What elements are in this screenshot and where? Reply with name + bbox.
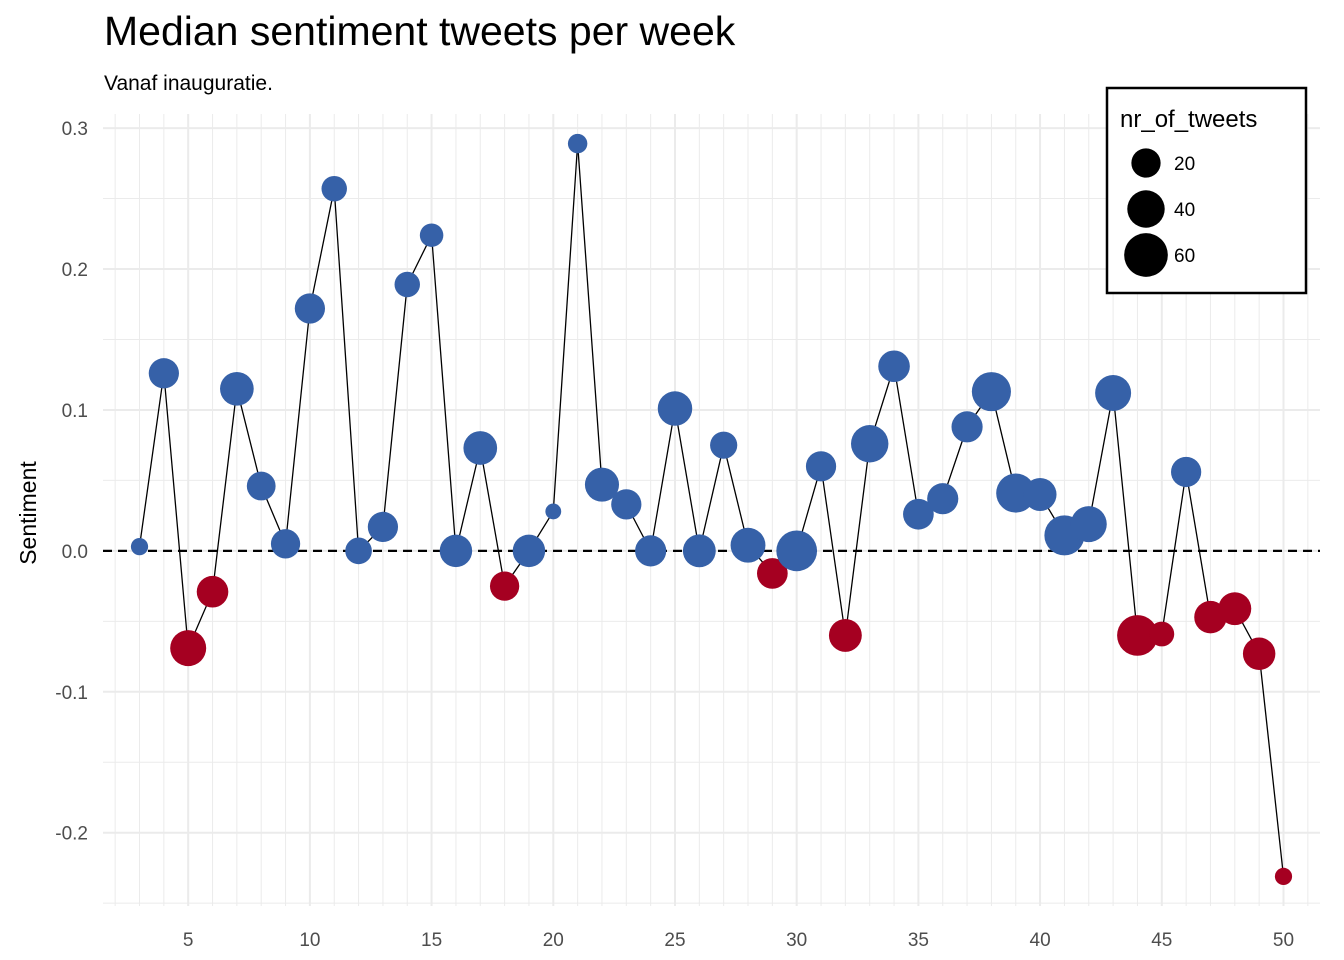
data-point bbox=[367, 511, 399, 543]
data-point bbox=[130, 538, 149, 556]
data-point bbox=[710, 431, 738, 459]
data-point bbox=[1095, 375, 1132, 412]
data-points bbox=[130, 133, 1293, 886]
data-point bbox=[1171, 456, 1202, 488]
legend-entry-label: 40 bbox=[1174, 200, 1195, 221]
x-tick-label: 30 bbox=[786, 930, 807, 951]
x-tick-label: 10 bbox=[299, 930, 320, 951]
data-point bbox=[1149, 621, 1175, 647]
data-point bbox=[1218, 592, 1252, 626]
data-point bbox=[828, 618, 862, 652]
x-tick-label: 45 bbox=[1151, 930, 1172, 951]
legend-size-key bbox=[1124, 233, 1168, 277]
legend-size-key bbox=[1127, 190, 1165, 228]
data-point bbox=[489, 571, 520, 601]
x-tick-label: 5 bbox=[183, 930, 194, 951]
data-point bbox=[1274, 867, 1293, 886]
data-point bbox=[220, 371, 254, 406]
data-point bbox=[394, 271, 420, 298]
data-point bbox=[996, 473, 1036, 513]
data-point bbox=[682, 534, 716, 568]
chart-title: Median sentiment tweets per week bbox=[104, 8, 736, 54]
data-point bbox=[545, 503, 562, 520]
data-point bbox=[903, 498, 934, 530]
legend-title: nr_of_tweets bbox=[1120, 106, 1257, 133]
data-point bbox=[927, 483, 959, 515]
data-point bbox=[1117, 615, 1158, 656]
y-tick-label: -0.1 bbox=[55, 683, 88, 704]
y-tick-label: 0.3 bbox=[62, 119, 88, 140]
data-point bbox=[1242, 637, 1276, 670]
data-point bbox=[635, 535, 667, 567]
data-point bbox=[270, 529, 301, 559]
data-point bbox=[439, 534, 473, 568]
data-point bbox=[294, 293, 326, 324]
data-point bbox=[567, 133, 588, 154]
y-axis-ticks: -0.2 -0.1 0.0 0.1 0.2 0.3 bbox=[55, 119, 88, 845]
legend-size-key bbox=[1131, 148, 1161, 178]
data-point bbox=[419, 223, 444, 247]
y-tick-label: 0.2 bbox=[62, 260, 88, 281]
series-line bbox=[138, 143, 1285, 877]
data-point bbox=[246, 471, 276, 501]
data-point bbox=[345, 537, 372, 565]
data-point bbox=[196, 575, 229, 608]
data-point bbox=[730, 527, 766, 563]
data-point bbox=[971, 372, 1011, 412]
chart-subtitle: Vanaf inauguratie. bbox=[104, 72, 273, 95]
x-tick-label: 35 bbox=[908, 930, 929, 951]
x-tick-label: 20 bbox=[543, 930, 564, 951]
data-point bbox=[463, 431, 498, 465]
data-point bbox=[657, 391, 693, 426]
legend: nr_of_tweets 20 40 60 bbox=[1105, 86, 1308, 295]
y-tick-label: 0.0 bbox=[62, 542, 88, 563]
data-point bbox=[321, 175, 347, 202]
y-axis-title: Sentiment bbox=[15, 461, 41, 565]
x-tick-label: 40 bbox=[1030, 930, 1051, 951]
data-point bbox=[611, 489, 642, 520]
data-point bbox=[170, 630, 207, 667]
data-point bbox=[756, 558, 788, 589]
data-point bbox=[1070, 506, 1107, 543]
data-point bbox=[512, 534, 546, 568]
data-point bbox=[776, 530, 818, 572]
legend-entry-label: 60 bbox=[1174, 246, 1195, 267]
x-axis-ticks: 5 10 15 20 25 30 35 40 45 50 bbox=[183, 930, 1294, 951]
data-point bbox=[805, 451, 837, 482]
data-point bbox=[1023, 478, 1057, 511]
data-point bbox=[878, 350, 910, 383]
legend-entries: 20 40 60 bbox=[1124, 148, 1195, 277]
data-point bbox=[584, 467, 620, 502]
y-tick-label: -0.2 bbox=[55, 824, 88, 845]
data-point bbox=[850, 425, 889, 463]
x-tick-label: 25 bbox=[664, 930, 685, 951]
data-point bbox=[951, 411, 983, 443]
x-tick-label: 15 bbox=[421, 930, 442, 951]
y-tick-label: 0.1 bbox=[62, 401, 88, 422]
data-point bbox=[148, 358, 179, 389]
x-tick-label: 50 bbox=[1273, 930, 1294, 951]
legend-entry-label: 20 bbox=[1174, 154, 1195, 175]
